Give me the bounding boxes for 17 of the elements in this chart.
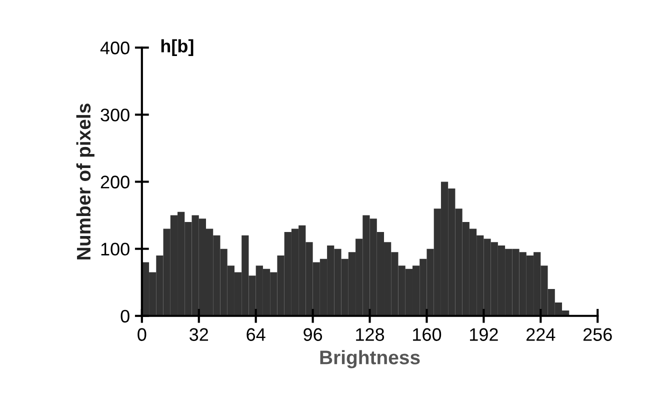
y-tick-label: 300 <box>100 108 130 122</box>
y-tick-label: 400 <box>100 42 130 54</box>
x-axis-title: Brightness <box>320 350 420 368</box>
y-tick-label: 0 <box>120 310 130 323</box>
x-tick-label: 128 <box>356 328 384 341</box>
chart-title: h[b] <box>161 39 194 56</box>
x-tick-label: 0 <box>138 328 146 341</box>
y-tick-label: 100 <box>101 242 130 256</box>
x-tick-label: 64 <box>246 328 266 341</box>
x-tick-label: 192 <box>470 328 498 341</box>
x-tick-label: 96 <box>304 328 322 341</box>
x-tick-label: 224 <box>526 328 556 341</box>
x-tick-label: 32 <box>190 328 208 341</box>
x-tick-label: 160 <box>413 328 442 341</box>
x-tick-label: 256 <box>583 328 612 341</box>
y-tick-label: 200 <box>100 176 130 188</box>
y-axis-title: Number of pixels <box>76 104 94 260</box>
